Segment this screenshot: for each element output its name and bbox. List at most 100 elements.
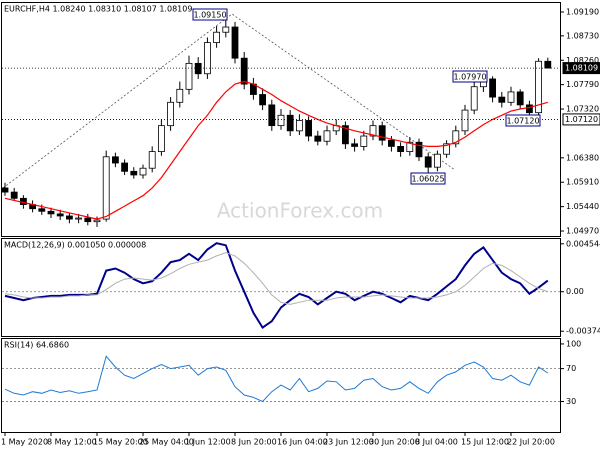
candle-body bbox=[213, 31, 221, 44]
y-tick-label: -0.003745 bbox=[566, 327, 600, 336]
y-tick-label: 1.08730 bbox=[566, 31, 599, 40]
x-tick-label: 8 May 12:00 bbox=[47, 438, 97, 447]
y-tick-label: 1.08260 bbox=[566, 56, 599, 65]
y-tick-label: 1.05440 bbox=[566, 202, 599, 211]
candle-body bbox=[507, 91, 515, 103]
candle-body bbox=[277, 114, 285, 127]
candle-body bbox=[47, 210, 55, 215]
macd-panel bbox=[1, 238, 561, 337]
macd-title: MACD(12,26,9) 0.001050 0.000008 bbox=[4, 241, 146, 250]
y-tick-label: 1.05910 bbox=[566, 178, 599, 187]
y-tick-label: 0.00 bbox=[566, 287, 584, 296]
y-tick-label: 70 bbox=[566, 364, 576, 373]
candle-body bbox=[526, 104, 533, 114]
y-tick-label: 1.04970 bbox=[566, 227, 599, 236]
candle-body bbox=[93, 219, 101, 223]
candle-body bbox=[424, 156, 432, 168]
candle-body bbox=[130, 170, 138, 176]
candle-body bbox=[148, 151, 156, 169]
candle-body bbox=[194, 62, 202, 75]
candle-body bbox=[378, 125, 386, 141]
level-label-box bbox=[562, 113, 600, 126]
candle-body bbox=[231, 26, 239, 59]
x-tick-label: 15 Jul 12:00 bbox=[461, 438, 509, 447]
annotation-box bbox=[410, 172, 446, 185]
candle-body bbox=[489, 78, 497, 98]
trend-line bbox=[2, 13, 456, 189]
candle-body bbox=[461, 109, 469, 132]
candle-body bbox=[406, 141, 414, 153]
annotation: 1.07120 bbox=[505, 114, 541, 127]
x-tick-label: 8 Jun 20:00 bbox=[231, 438, 277, 447]
candle-body bbox=[433, 153, 441, 168]
candle-body bbox=[516, 91, 524, 106]
y-tick-label: 1.09190 bbox=[566, 7, 599, 16]
y-tick-label: 1.06380 bbox=[566, 153, 599, 162]
x-tick-label: 8 Jul 04:00 bbox=[415, 438, 458, 447]
y-tick-label: 100 bbox=[566, 339, 581, 348]
candle-body bbox=[544, 60, 552, 69]
candle-body bbox=[341, 125, 349, 145]
level-label: 1.08109 bbox=[565, 64, 598, 73]
candle-body bbox=[38, 208, 46, 212]
candle-body bbox=[387, 139, 395, 147]
candle-body bbox=[415, 141, 423, 158]
level-label-box bbox=[562, 62, 600, 75]
candle-body bbox=[470, 86, 478, 111]
y-tick-label: 1.07790 bbox=[566, 80, 599, 89]
watermark: ActionForex.com bbox=[217, 199, 383, 223]
candle-body bbox=[203, 42, 211, 75]
annotation: 1.06025 bbox=[410, 172, 446, 185]
candle-body bbox=[112, 156, 119, 164]
candle-body bbox=[10, 191, 18, 199]
x-tick-label: 22 Jul 20:00 bbox=[507, 438, 555, 447]
level-label: 1.07120 bbox=[565, 115, 598, 124]
candle-body bbox=[56, 213, 64, 217]
candle-body bbox=[1, 187, 9, 193]
candle-body bbox=[185, 62, 193, 90]
series-line bbox=[4, 242, 549, 330]
candle-body bbox=[369, 125, 377, 137]
candle-body bbox=[535, 60, 542, 114]
y-tick-label: 0.004544 bbox=[566, 239, 600, 248]
annotation-label: 1.06025 bbox=[411, 175, 444, 184]
candle-body bbox=[176, 88, 184, 103]
candle-body bbox=[139, 167, 147, 176]
candle-body bbox=[268, 104, 276, 127]
candle-body bbox=[498, 96, 506, 103]
annotation: 1.09150 bbox=[192, 8, 228, 21]
candle-body bbox=[157, 125, 165, 153]
series-line bbox=[4, 355, 549, 403]
x-tick-label: 16 Jun 04:00 bbox=[277, 438, 328, 447]
x-tick-label: 23 Jun 12:00 bbox=[323, 438, 374, 447]
candle-body bbox=[167, 101, 175, 127]
x-tick-label: 30 Jun 20:00 bbox=[369, 438, 420, 447]
annotation-box bbox=[452, 70, 488, 83]
y-tick-label: 1.07320 bbox=[566, 105, 599, 114]
annotation-box bbox=[505, 114, 541, 127]
candle-body bbox=[121, 162, 128, 172]
annotation-box bbox=[192, 8, 228, 21]
series-line bbox=[4, 252, 548, 305]
candle-body bbox=[84, 217, 92, 223]
candle-body bbox=[102, 156, 110, 220]
x-tick-label: 25 May 04:00 bbox=[139, 438, 194, 447]
annotation-label: 1.09150 bbox=[193, 11, 226, 20]
candle-body bbox=[66, 215, 73, 220]
rsi-title: RSI(14) 64.6860 bbox=[4, 341, 69, 350]
series-line bbox=[4, 80, 548, 220]
candle-body bbox=[305, 120, 313, 137]
x-tick-label: 15 May 20:00 bbox=[93, 438, 148, 447]
candle-body bbox=[323, 130, 331, 142]
candle-body bbox=[443, 143, 451, 155]
candle-body bbox=[286, 114, 294, 132]
candle-body bbox=[351, 143, 359, 147]
candle-body bbox=[259, 94, 267, 106]
candle-body bbox=[295, 120, 303, 132]
y-tick-label: 30 bbox=[566, 397, 576, 406]
candle-body bbox=[75, 217, 82, 220]
candle-body bbox=[360, 135, 368, 147]
x-tick-label: 1 Jun 12:00 bbox=[185, 438, 231, 447]
